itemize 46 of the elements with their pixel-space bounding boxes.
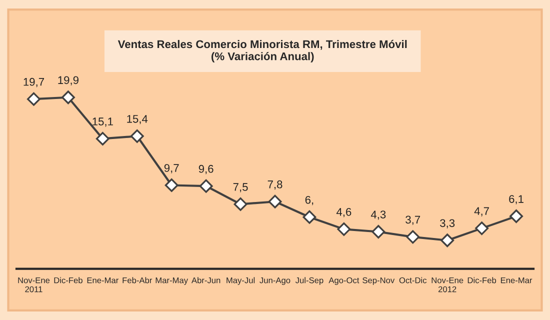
x-tick-label: Jun-Ago bbox=[260, 277, 290, 285]
x-tick-label: Dic-Feb bbox=[468, 277, 496, 284]
x-tick-label: Ene-Mar bbox=[500, 277, 532, 284]
point bbox=[406, 230, 420, 244]
point bbox=[164, 178, 178, 192]
chart-title: Ventas Reales Comercio Minorista RM, Trimestre Móvil (% Variación Anual) bbox=[118, 40, 407, 62]
data-label: 15,1 bbox=[92, 118, 113, 127]
x-tick-label: Oct-Dic bbox=[399, 277, 427, 284]
data-label: 4,6 bbox=[336, 208, 352, 218]
x-tick-label: Ene-Mar bbox=[87, 277, 119, 284]
x-tick-label: Mar-May bbox=[156, 277, 188, 285]
data-label: 6,1 bbox=[509, 195, 524, 204]
data-label: 4,3 bbox=[370, 210, 386, 220]
x-tick-label: Jul-Sep bbox=[295, 277, 324, 285]
x-tick-label: Nov-Ene 2012 bbox=[432, 277, 464, 292]
point bbox=[61, 90, 75, 104]
x-tick-label: Feb-Abr bbox=[122, 277, 152, 284]
point bbox=[302, 210, 316, 224]
point bbox=[337, 222, 351, 236]
point bbox=[510, 210, 523, 223]
data-label: 6, bbox=[305, 196, 314, 206]
x-tick-label: Dic-Feb bbox=[54, 277, 82, 284]
point bbox=[96, 132, 110, 146]
point bbox=[27, 92, 40, 106]
data-label: 9,7 bbox=[164, 164, 179, 174]
point bbox=[199, 179, 213, 193]
data-label: 15,4 bbox=[127, 115, 148, 124]
x-tick-label: Nov-Ene 2011 bbox=[18, 277, 50, 292]
point bbox=[130, 129, 144, 143]
x-tick-label: Abr-Jun bbox=[191, 277, 220, 284]
data-label: 3,7 bbox=[406, 216, 420, 225]
point bbox=[372, 225, 386, 238]
data-label: 9,6 bbox=[198, 164, 214, 174]
data-label: 7,8 bbox=[268, 180, 282, 190]
data-label: 19,7 bbox=[24, 78, 44, 88]
data-label: 3,3 bbox=[440, 219, 455, 228]
point bbox=[234, 197, 248, 211]
data-label: 4,7 bbox=[474, 207, 489, 216]
data-label: 7,5 bbox=[233, 183, 248, 192]
x-tick-label: Ago-Oct bbox=[328, 277, 360, 285]
data-label: 19,9 bbox=[58, 76, 78, 86]
point bbox=[268, 194, 282, 208]
x-tick-label: Sep-Nov bbox=[362, 277, 395, 285]
x-tick-label: May-Jul bbox=[226, 277, 255, 285]
point bbox=[475, 222, 489, 236]
point bbox=[440, 234, 454, 248]
